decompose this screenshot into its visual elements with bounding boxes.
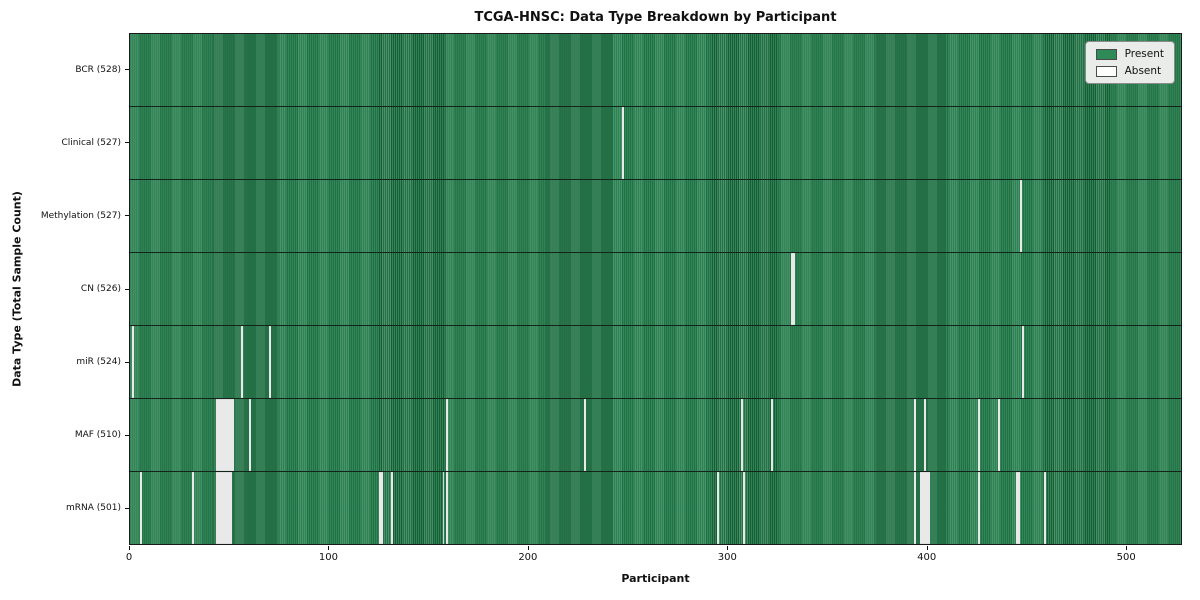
- absent-mark: [221, 399, 224, 471]
- absent-mark: [446, 472, 449, 544]
- absent-mark: [217, 399, 220, 471]
- x-tick-label: 500: [1116, 552, 1136, 563]
- absent-mark: [977, 399, 980, 471]
- absent-mark: [997, 399, 1000, 471]
- absent-mark: [231, 399, 234, 471]
- legend-label-present: Present: [1124, 48, 1164, 60]
- x-tick-mark: [328, 546, 330, 550]
- absent-mark: [914, 472, 917, 544]
- y-tick-label-clinical: Clinical (527): [61, 137, 121, 148]
- y-tick-mark: [125, 142, 129, 144]
- absent-mark: [1021, 326, 1024, 398]
- absent-mark: [221, 472, 224, 544]
- heatmap-row-methylation: [130, 180, 1181, 253]
- heatmap-row-mir: [130, 326, 1181, 399]
- y-tick-mark: [125, 507, 129, 509]
- y-tick-mark: [125, 215, 129, 217]
- absent-mark: [219, 399, 222, 471]
- x-tick-mark: [527, 546, 529, 550]
- heatmap-row-mrna: [130, 472, 1181, 544]
- y-tick-label-bcr: BCR (528): [75, 64, 121, 75]
- x-tick-label: 300: [717, 552, 737, 563]
- absent-mark: [215, 472, 218, 544]
- absent-mark: [583, 399, 586, 471]
- y-tick-mark: [125, 434, 129, 436]
- absent-mark: [1017, 472, 1020, 544]
- y-tick-label-cn: CN (526): [80, 284, 121, 294]
- chart-title: TCGA-HNSC: Data Type Breakdown by Partic…: [474, 10, 837, 25]
- absent-mark: [219, 472, 222, 544]
- absent-mark: [223, 399, 226, 471]
- absent-mark: [792, 253, 795, 325]
- x-tick-label: 0: [125, 552, 133, 563]
- absent-mark: [717, 472, 720, 544]
- absent-mark: [926, 472, 929, 544]
- absent-mark: [217, 472, 220, 544]
- absent-mark: [380, 472, 383, 544]
- absent-mark: [227, 399, 230, 471]
- x-tick-label: 200: [518, 552, 538, 563]
- y-tick-label-mir: miR (524): [76, 357, 121, 368]
- absent-mark: [922, 472, 925, 544]
- y-tick-label-mrna: mRNA (501): [66, 503, 121, 514]
- legend-item-present: Present: [1095, 48, 1164, 60]
- x-tick-mark: [727, 546, 729, 550]
- absent-mark: [139, 472, 142, 544]
- absent-mark: [229, 472, 232, 544]
- absent-mark: [191, 472, 194, 544]
- absent-mark: [227, 472, 230, 544]
- absent-mark: [390, 472, 393, 544]
- absent-mark: [269, 326, 272, 398]
- absent-mark: [1043, 472, 1046, 544]
- x-tick-mark: [926, 546, 928, 550]
- absent-mark: [790, 253, 793, 325]
- absent-mark: [131, 326, 134, 398]
- absent-mark: [215, 399, 218, 471]
- plot-area: [129, 33, 1182, 545]
- absent-mark: [770, 399, 773, 471]
- absent-mark: [223, 472, 226, 544]
- legend-item-absent: Absent: [1095, 65, 1164, 77]
- absent-mark: [914, 399, 917, 471]
- y-tick-label-maf: MAF (510): [74, 430, 121, 441]
- y-tick-mark: [125, 288, 129, 290]
- absent-mark: [225, 472, 228, 544]
- absent-mark: [928, 472, 931, 544]
- absent-mark: [229, 399, 232, 471]
- absent-mark: [924, 399, 927, 471]
- absent-mark: [1019, 180, 1022, 252]
- y-tick-mark: [125, 361, 129, 363]
- x-tick-mark: [1126, 546, 1128, 550]
- absent-mark: [249, 399, 252, 471]
- absent-mark: [741, 399, 744, 471]
- absent-mark: [924, 472, 927, 544]
- absent-mark: [446, 399, 449, 471]
- absent-mark: [225, 399, 228, 471]
- absent-mark: [1015, 472, 1018, 544]
- x-tick-label: 100: [318, 552, 338, 563]
- absent-mark: [241, 326, 244, 398]
- absent-swatch-icon: [1095, 65, 1117, 77]
- heatmap-row-clinical: [130, 107, 1181, 180]
- absent-mark: [442, 472, 445, 544]
- heatmap-row-cn: [130, 253, 1181, 326]
- x-tick-label: 400: [917, 552, 937, 563]
- absent-mark: [378, 472, 381, 544]
- y-tick-label-methylation: Methylation (527): [40, 210, 121, 221]
- x-tick-mark: [129, 546, 130, 550]
- absent-mark: [621, 107, 624, 179]
- legend-label-absent: Absent: [1124, 65, 1162, 77]
- x-axis-label: Participant: [621, 572, 690, 585]
- heatmap-row-bcr: [130, 34, 1181, 107]
- absent-mark: [977, 472, 980, 544]
- absent-mark: [743, 472, 746, 544]
- y-tick-mark: [125, 69, 129, 71]
- legend: Present Absent: [1084, 41, 1175, 84]
- absent-mark: [920, 472, 923, 544]
- present-swatch-icon: [1095, 48, 1117, 60]
- heatmap-row-maf: [130, 399, 1181, 472]
